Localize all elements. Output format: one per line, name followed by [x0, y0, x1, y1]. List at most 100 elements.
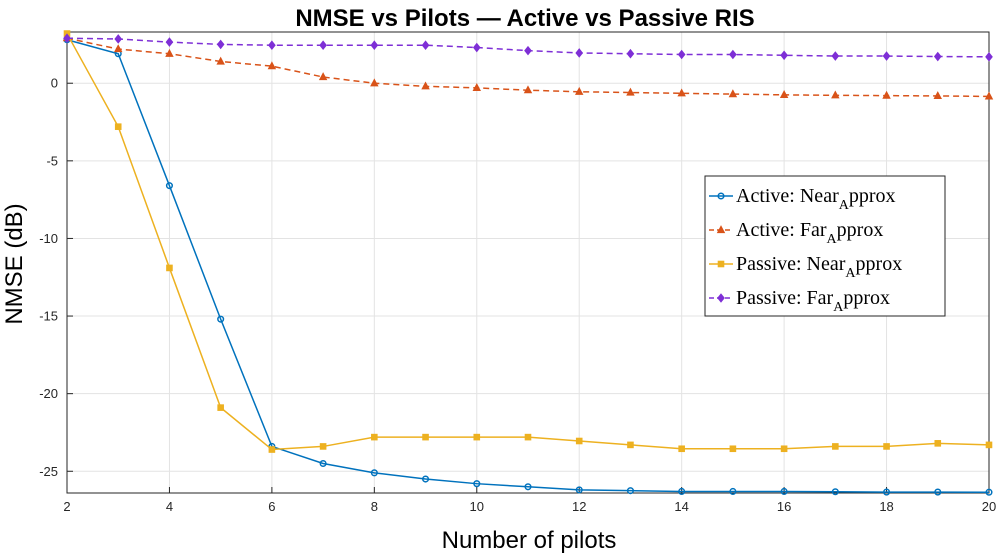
y-axis-label: NMSE (dB): [1, 203, 28, 324]
x-tick-labels: 2 4 6 8 10 12 14 16 18 20: [63, 499, 996, 514]
data-point: [575, 48, 584, 58]
data-point: [626, 48, 635, 59]
legend-marker: [716, 225, 726, 234]
data-point: [934, 488, 942, 496]
data-point: [883, 488, 891, 496]
data-point: [524, 433, 532, 441]
data-point: [319, 459, 327, 468]
data-point: [216, 56, 225, 65]
data-point: [421, 40, 430, 50]
legend-entry: Active: FarApprox: [709, 219, 883, 247]
data-point: [473, 433, 481, 441]
data-point: [984, 91, 994, 100]
data-point: [678, 487, 686, 495]
x-tick-label: 18: [879, 499, 893, 514]
data-point: [780, 445, 788, 453]
data-point: [370, 469, 378, 477]
legend-label: Active: NearApprox: [736, 185, 896, 213]
data-point: [883, 443, 890, 450]
y-tick-labels: 0 -5 -10 -15 -20 -25: [39, 76, 58, 479]
series-4: [63, 33, 993, 62]
data-point: [268, 446, 276, 453]
x-axis-label: Number of pilots: [442, 527, 617, 554]
data-point: [575, 437, 583, 445]
x-tick-label: 20: [982, 499, 996, 514]
data-point: [165, 37, 174, 47]
data-point: [831, 90, 840, 99]
y-tick-label: -10: [39, 231, 58, 246]
legend-entry: Active: NearApprox: [709, 185, 896, 213]
legend: Active: NearApprox Active: FarApprox Passi…: [704, 175, 946, 317]
data-point: [882, 90, 891, 99]
data-point: [882, 51, 891, 61]
x-tick-label: 8: [371, 499, 378, 514]
data-point: [422, 475, 430, 483]
data-point: [319, 443, 327, 450]
data-point: [780, 50, 788, 61]
legend-label: Passive: FarApprox: [736, 287, 890, 315]
data-point: [472, 42, 481, 53]
data-point: [318, 72, 328, 81]
y-tick-label: -15: [39, 309, 58, 324]
data-point: [524, 483, 532, 491]
data-point: [114, 34, 123, 44]
x-tick-label: 12: [572, 499, 586, 514]
data-point: [524, 45, 532, 56]
data-point: [113, 44, 123, 53]
legend-entry: Passive: FarApprox: [709, 287, 890, 315]
data-point: [780, 487, 788, 495]
legend-label: Passive: NearApprox: [736, 253, 902, 281]
data-point: [473, 480, 481, 488]
y-tick-label: -5: [46, 153, 58, 168]
data-point: [729, 487, 737, 495]
legend-entry: Passive: NearApprox: [709, 253, 902, 281]
data-point: [268, 40, 276, 50]
y-tick-label: -20: [39, 386, 58, 401]
data-point: [933, 51, 942, 62]
series-layer: [62, 30, 994, 496]
y-tick-label: -25: [39, 464, 58, 479]
data-point: [677, 88, 686, 97]
data-point: [166, 264, 173, 272]
data-point: [985, 488, 993, 496]
data-point: [985, 52, 993, 62]
data-point: [63, 33, 71, 44]
data-point: [165, 48, 174, 57]
data-point: [574, 86, 584, 95]
data-point: [370, 40, 379, 50]
plot-frame: [66, 31, 990, 494]
data-point: [626, 487, 634, 495]
data-point: [216, 39, 225, 50]
data-point: [421, 81, 430, 90]
data-point: [626, 87, 635, 96]
y-tick-label: 0: [51, 76, 58, 91]
legend-label: Active: FarApprox: [736, 219, 883, 247]
data-point: [114, 123, 122, 130]
x-tick-label: 10: [470, 499, 484, 514]
data-point: [627, 441, 634, 449]
data-point: [729, 445, 737, 453]
chart-title: NMSE vs Pilots — Active vs Passive RIS: [295, 5, 754, 32]
data-point: [832, 443, 839, 450]
data-point: [831, 488, 839, 496]
legend-marker: [717, 192, 725, 200]
data-point: [319, 40, 327, 50]
data-point: [422, 433, 429, 441]
data-point: [933, 91, 943, 100]
data-point: [678, 445, 685, 453]
series-2: [62, 33, 994, 100]
data-point: [985, 441, 993, 449]
data-point: [217, 315, 225, 323]
data-point: [779, 89, 789, 98]
data-point: [728, 89, 738, 98]
data-point: [371, 433, 378, 441]
data-point: [831, 51, 840, 61]
data-point: [472, 83, 482, 91]
data-point: [934, 440, 942, 447]
legend-marker: [717, 293, 725, 303]
x-tick-label: 4: [166, 499, 173, 514]
series-line: [66, 39, 990, 493]
data-point: [267, 61, 277, 70]
x-tick-label: 2: [63, 499, 70, 514]
